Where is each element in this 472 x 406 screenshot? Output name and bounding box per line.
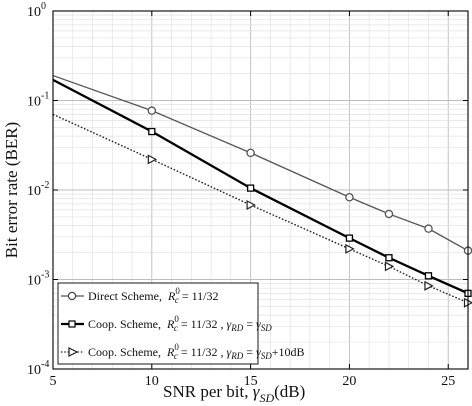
legend-math-sub: c	[175, 295, 179, 305]
svg-text:Coop. Scheme, R0c = 11: Coop. Scheme, R0 c = 11/32 , γRD = γSD	[88, 314, 272, 333]
x-axis-label-unit: (dB)	[274, 382, 305, 401]
svg-text:Coop. Scheme, R0c = 11: Coop. Scheme, R0 c = 11/32 , γRD = γSD+10…	[88, 342, 305, 361]
x-tick-label: 10	[145, 374, 159, 389]
square-marker-icon	[68, 320, 76, 328]
data-point-square	[345, 234, 354, 242]
y-axis-label: Bit error rate (BER)	[2, 122, 21, 258]
data-point-circle	[246, 148, 255, 158]
data-point-triangle	[345, 243, 355, 254]
legend-entry-coop: Coop. Scheme, R0 c = 11/32 , γRD = γSD	[61, 314, 272, 333]
svg-text:Direct Scheme, R0c = 1: Direct Scheme, R0 c = 11/32	[88, 286, 218, 305]
legend-math-r: R	[167, 289, 176, 303]
x-axis-label-subscript: SD	[259, 391, 274, 405]
data-point-square	[148, 127, 156, 136]
legend-math-sup: 0	[175, 286, 180, 296]
legend-label-coop-10db: Coop. Scheme,	[88, 345, 161, 359]
y-tick-label: 10-2	[27, 180, 49, 199]
x-tick-label: 5	[50, 374, 57, 389]
y-tick-label: 100	[27, 1, 46, 20]
data-point-circle	[147, 106, 157, 115]
data-point-square	[385, 254, 393, 262]
legend-label-coop: Coop. Scheme,	[88, 317, 161, 331]
legend-entry-direct: Direct Scheme, R0 c = 11/32	[61, 286, 218, 305]
x-tick-label: 25	[441, 374, 455, 389]
x-axis-label-text: SNR per bit,	[163, 382, 253, 401]
data-point-triangle	[384, 261, 395, 272]
tick-labels: 5 10 15 20 25 100 10-1 10-2 10-3 10-4	[27, 1, 468, 389]
x-axis-label: SNR per bit, γSD(dB)	[163, 382, 305, 405]
y-tick-label: 10-3	[27, 270, 49, 289]
data-point-square	[246, 184, 255, 192]
data-point-triangle	[246, 199, 256, 210]
legend: Direct Scheme, R0 c = 11/32 Coop. Scheme,…	[57, 282, 305, 365]
legend-math-eq: = 11/32	[179, 289, 219, 303]
series-layer	[52, 74, 472, 308]
legend-box	[57, 282, 259, 365]
series-2	[52, 113, 472, 308]
y-tick-label: 10-1	[27, 91, 49, 110]
data-point-circle	[345, 192, 354, 202]
legend-entry-coop-10db: Coop. Scheme, R0 c = 11/32 , γRD = γSD+10…	[61, 342, 305, 361]
triangle-right-marker-icon	[68, 347, 79, 357]
y-tick-label: 10-4	[27, 359, 49, 378]
data-point-circle	[424, 224, 433, 233]
data-point-square	[424, 272, 433, 280]
x-tick-label: 15	[244, 374, 258, 389]
data-point-circle	[384, 209, 394, 219]
x-axis-label-symbol: γ	[253, 382, 261, 401]
x-tick-label: 20	[342, 374, 356, 389]
circle-marker-icon	[67, 291, 77, 301]
data-point-triangle	[424, 280, 434, 291]
data-point-triangle	[147, 154, 158, 165]
legend-label-direct: Direct Scheme,	[88, 289, 162, 303]
